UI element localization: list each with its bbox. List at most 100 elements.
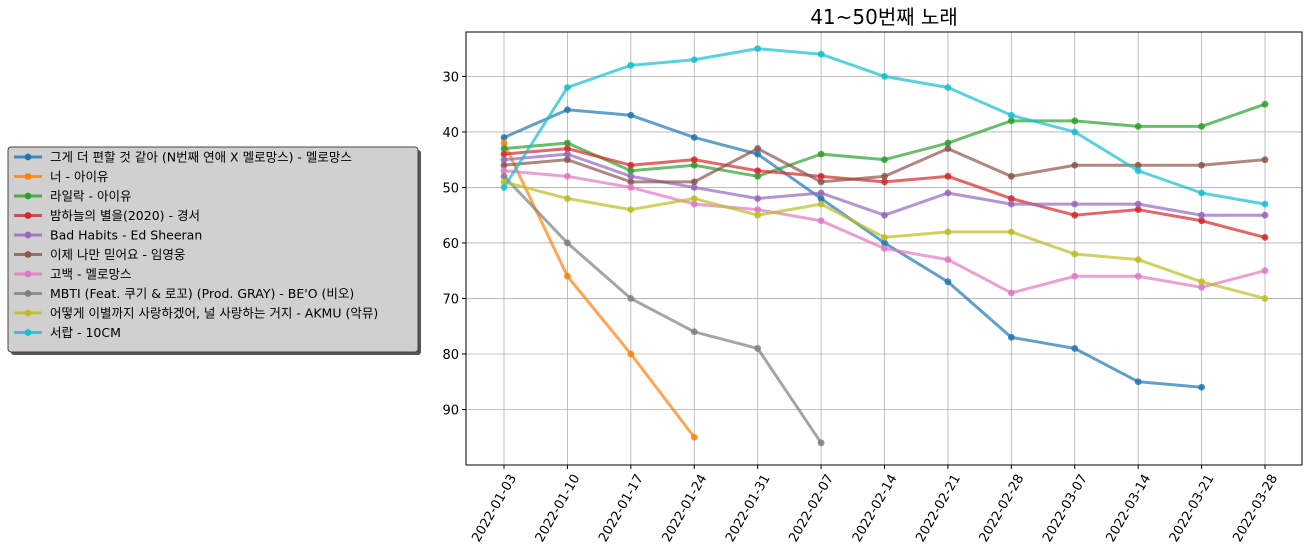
data-point xyxy=(1007,333,1015,341)
data-point xyxy=(1198,383,1205,391)
legend-swatch-marker xyxy=(24,270,32,278)
legend-box xyxy=(7,146,419,353)
data-point xyxy=(1071,211,1079,219)
data-point xyxy=(627,184,635,191)
legend-entry: Bad Habits - Ed Sheeran xyxy=(50,228,202,243)
data-point xyxy=(1071,272,1079,280)
x-tick-label: 2022-01-17 xyxy=(596,472,647,545)
x-tick-label: 2022-02-28 xyxy=(977,472,1028,545)
legend-entry: 라일락 - 아이유 xyxy=(50,189,131,204)
data-point xyxy=(1134,200,1142,208)
legend-swatch-marker xyxy=(24,212,32,219)
legend-entry: 너 - 아이유 xyxy=(50,169,108,184)
data-point xyxy=(817,217,825,225)
data-point xyxy=(690,56,698,64)
data-point xyxy=(1261,267,1269,275)
data-point xyxy=(1134,378,1142,386)
legend-entry: 고백 - 멜로망스 xyxy=(50,267,131,282)
data-point xyxy=(627,178,635,186)
data-point xyxy=(500,172,508,180)
data-point xyxy=(564,84,571,91)
data-point xyxy=(817,50,825,58)
y-axis: 30 40 50 60 70 80 90 xyxy=(442,70,466,418)
series-markers xyxy=(500,45,1269,447)
data-point xyxy=(944,256,952,264)
data-point xyxy=(1007,172,1015,180)
data-point xyxy=(564,150,571,158)
data-point xyxy=(690,328,698,336)
grid-lines xyxy=(466,32,1302,465)
data-point xyxy=(1134,161,1142,169)
data-point xyxy=(881,156,888,164)
data-point xyxy=(500,167,508,175)
data-point xyxy=(564,156,571,164)
data-point xyxy=(754,145,762,152)
legend-entry: 이제 나만 믿어요 - 임영웅 xyxy=(50,247,185,262)
data-point xyxy=(1134,272,1142,280)
data-point xyxy=(564,145,571,152)
legend-swatch-marker xyxy=(24,251,32,258)
data-point xyxy=(1134,122,1142,130)
data-point xyxy=(1198,211,1205,219)
data-point xyxy=(690,195,698,202)
data-point xyxy=(881,178,888,186)
data-point xyxy=(500,156,508,164)
data-point xyxy=(690,184,698,191)
x-axis: 2022-01-03 2022-01-10 2022-01-17 2022-01-24… xyxy=(469,465,1281,545)
x-tick-label: 2022-01-31 xyxy=(723,472,774,545)
legend-swatch-marker xyxy=(24,153,32,161)
data-point xyxy=(627,172,635,180)
data-point xyxy=(564,272,571,280)
data-point xyxy=(1007,111,1015,119)
data-point xyxy=(754,195,762,202)
data-point xyxy=(690,433,698,441)
data-point xyxy=(754,172,762,180)
data-point xyxy=(754,345,762,352)
data-point xyxy=(1198,217,1205,225)
legend-entry: 그게 더 편할 것 같아 (N번째 연애 X 멜로망스) - 멜로망스 xyxy=(50,150,352,165)
data-point xyxy=(1071,250,1079,258)
data-point xyxy=(1007,200,1015,208)
data-point xyxy=(1261,295,1269,302)
y-tick-label: 60 xyxy=(442,237,459,252)
data-point xyxy=(944,278,952,286)
data-point xyxy=(754,167,762,175)
data-point xyxy=(564,239,571,247)
data-point xyxy=(754,211,762,219)
data-point xyxy=(1134,256,1142,264)
data-point xyxy=(944,139,952,147)
data-point xyxy=(690,134,698,141)
data-point xyxy=(627,206,635,214)
data-point xyxy=(1261,211,1269,219)
data-point xyxy=(627,295,635,302)
data-point xyxy=(1198,278,1205,286)
data-point xyxy=(1198,122,1205,130)
data-point xyxy=(627,161,635,169)
x-tick-label: 2022-02-07 xyxy=(786,472,837,545)
data-point xyxy=(690,200,698,208)
legend-entry: MBTI (Feat. 쿠기 & 로꼬) (Prod. GRAY) - BE'O… xyxy=(50,286,354,301)
legend-swatch-marker xyxy=(24,231,32,239)
data-point xyxy=(564,195,571,202)
data-point xyxy=(1198,283,1205,291)
data-point xyxy=(627,167,635,175)
series-line-7 xyxy=(502,174,823,445)
data-point xyxy=(1071,345,1079,352)
x-tick-label: 2022-02-21 xyxy=(913,472,964,545)
data-point xyxy=(627,111,635,119)
data-point xyxy=(690,178,698,186)
data-point xyxy=(944,145,952,152)
data-point xyxy=(500,134,508,141)
data-point xyxy=(1134,167,1142,175)
data-point xyxy=(817,172,825,180)
data-point xyxy=(1071,117,1079,125)
data-point xyxy=(1261,100,1269,108)
data-point xyxy=(627,61,635,69)
data-point xyxy=(500,161,508,169)
data-point xyxy=(817,150,825,158)
data-point xyxy=(881,172,888,180)
data-point xyxy=(1198,161,1205,169)
y-tick-label: 80 xyxy=(442,348,459,363)
